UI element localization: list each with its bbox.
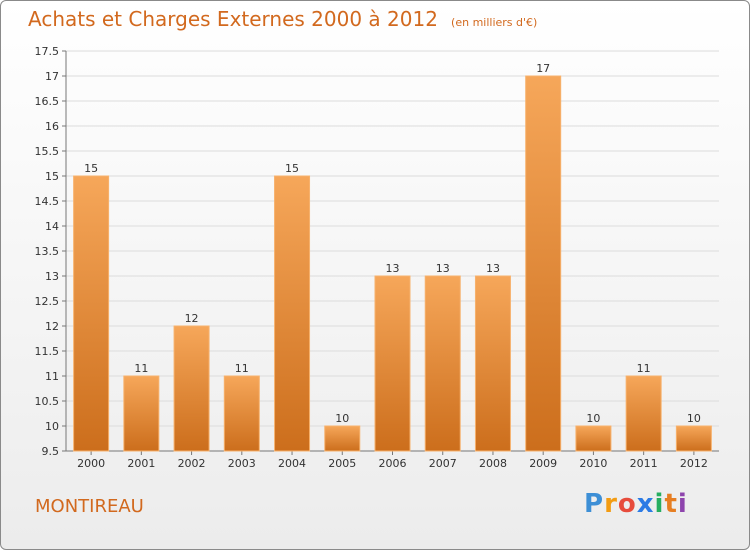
labels: 9.5 10 10.5 11 11.5 12 12.5 13 13.5 14 14.5 15 15.5 1… [35, 45, 708, 470]
data-label-2003: 11 [235, 362, 249, 375]
bar-2000 [73, 175, 110, 452]
logo-letter: o [617, 489, 637, 519]
x-tick-label-2005: 2005 [328, 457, 356, 470]
data-label-2001: 11 [134, 362, 148, 375]
y-tick-label: 14 [45, 220, 59, 233]
y-tick-label: 13 [45, 270, 59, 283]
bars [73, 75, 712, 452]
bar-2012 [675, 425, 712, 452]
data-label-2006: 13 [386, 262, 400, 275]
bar-2005 [324, 425, 361, 452]
x-tick-label-2000: 2000 [77, 457, 105, 470]
x-tick-label-2004: 2004 [278, 457, 306, 470]
bar-2010 [575, 425, 612, 452]
data-label-2007: 13 [436, 262, 450, 275]
y-tick-label: 10.5 [35, 395, 60, 408]
logo-letter: i [677, 489, 688, 519]
logo-letter: t [664, 489, 678, 519]
bar-2001 [123, 375, 160, 452]
data-label-2012: 10 [687, 412, 701, 425]
bar-2003 [223, 375, 260, 452]
y-tick-label: 9.5 [42, 445, 60, 458]
x-tick-label-2012: 2012 [680, 457, 708, 470]
x-tick-label-2006: 2006 [379, 457, 407, 470]
chart-unit-note: (en milliers d'€) [451, 16, 538, 29]
x-tick-label-2003: 2003 [228, 457, 256, 470]
chart-title-block: Achats et Charges Externes 2000 à 2012 (… [28, 7, 537, 31]
data-label-2011: 11 [637, 362, 651, 375]
y-tick-label: 16.5 [35, 95, 60, 108]
x-tick-label-2010: 2010 [579, 457, 607, 470]
x-tick-label-2007: 2007 [429, 457, 457, 470]
x-tick-label-2008: 2008 [479, 457, 507, 470]
y-tick-label: 12.5 [35, 295, 60, 308]
y-tick-label: 11 [45, 370, 59, 383]
data-label-2002: 12 [185, 312, 199, 325]
y-tick-label: 17.5 [35, 45, 60, 58]
data-label-2004: 15 [285, 162, 299, 175]
bar-2009 [525, 75, 562, 452]
y-tick-label: 14.5 [35, 195, 60, 208]
bar-2004 [274, 175, 311, 452]
bar-2002 [173, 325, 210, 452]
y-tick-label: 17 [45, 70, 59, 83]
y-tick-label: 15.5 [35, 145, 60, 158]
bar-2007 [424, 275, 461, 452]
x-tick-label-2001: 2001 [127, 457, 155, 470]
y-tick-label: 13.5 [35, 245, 60, 258]
data-label-2000: 15 [84, 162, 98, 175]
x-tick-label-2011: 2011 [630, 457, 658, 470]
logo-letter: x [636, 489, 655, 519]
logo-letter: r [604, 489, 618, 519]
logo-letter: i [654, 489, 665, 519]
y-tick-label: 16 [45, 120, 59, 133]
y-tick-label: 15 [45, 170, 59, 183]
proxiti-logo: Proxiti [584, 489, 688, 519]
y-tick-label: 11.5 [35, 345, 60, 358]
town-name: MONTIREAU [35, 496, 144, 517]
y-tick-label: 10 [45, 420, 59, 433]
x-tick-label-2002: 2002 [178, 457, 206, 470]
bar-2011 [625, 375, 662, 452]
data-label-2005: 10 [335, 412, 349, 425]
bar-2008 [474, 275, 511, 452]
y-tick-label: 12 [45, 320, 59, 333]
logo-letter: P [584, 489, 605, 519]
chart-title: Achats et Charges Externes 2000 à 2012 [28, 7, 438, 31]
x-tick-label-2009: 2009 [529, 457, 557, 470]
data-label-2008: 13 [486, 262, 500, 275]
data-label-2010: 10 [586, 412, 600, 425]
bar-2006 [374, 275, 411, 452]
data-label-2009: 17 [536, 62, 550, 75]
